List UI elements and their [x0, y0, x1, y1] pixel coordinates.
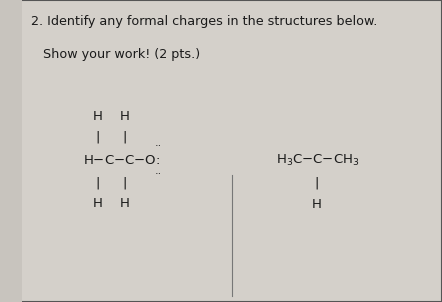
Text: H: H	[93, 197, 103, 210]
Text: H: H	[312, 198, 322, 211]
Text: |: |	[95, 131, 100, 144]
Text: H: H	[120, 110, 130, 123]
Text: H$-$C$-$C$-$O:: H$-$C$-$C$-$O:	[83, 153, 160, 167]
Text: H: H	[93, 110, 103, 123]
Text: ··: ··	[155, 169, 162, 179]
Text: ··: ··	[155, 141, 162, 152]
Text: 2. Identify any formal charges in the structures below.: 2. Identify any formal charges in the st…	[31, 15, 377, 28]
Text: |: |	[122, 176, 127, 189]
Text: |: |	[315, 176, 319, 189]
Text: |: |	[122, 131, 127, 144]
Bar	[0, 0, 22, 302]
Text: H: H	[120, 197, 130, 210]
Text: H$_3$C$-$C$-$CH$_3$: H$_3$C$-$C$-$CH$_3$	[277, 153, 360, 168]
Text: |: |	[95, 176, 100, 189]
Text: Show your work! (2 pts.): Show your work! (2 pts.)	[31, 48, 200, 61]
